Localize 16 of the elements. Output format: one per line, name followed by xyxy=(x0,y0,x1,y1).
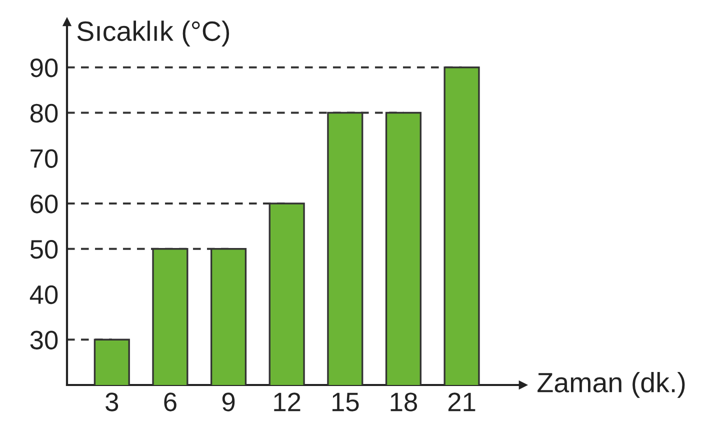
x-tick-label: 3 xyxy=(106,392,118,412)
y-tick-label: 90 xyxy=(30,58,58,78)
x-axis-title: Zaman (dk.) xyxy=(538,372,685,398)
y-tick-label: 40 xyxy=(30,285,58,304)
y-tick-label: 50 xyxy=(30,240,58,259)
y-tick-label: 80 xyxy=(30,104,58,123)
x-tick-label: 18 xyxy=(390,392,417,412)
y-axis-title: Sıcaklık (°C) xyxy=(77,20,230,47)
y-tick-label: 70 xyxy=(30,149,58,168)
y-tick-label: 60 xyxy=(30,194,58,214)
x-tick-label: 21 xyxy=(448,392,476,412)
x-tick-label: 9 xyxy=(222,392,235,412)
x-tick-label: 15 xyxy=(332,392,359,412)
x-tick-label: 6 xyxy=(164,392,176,412)
y-tick-label: 30 xyxy=(30,330,58,350)
x-tick-label: 12 xyxy=(274,392,300,412)
